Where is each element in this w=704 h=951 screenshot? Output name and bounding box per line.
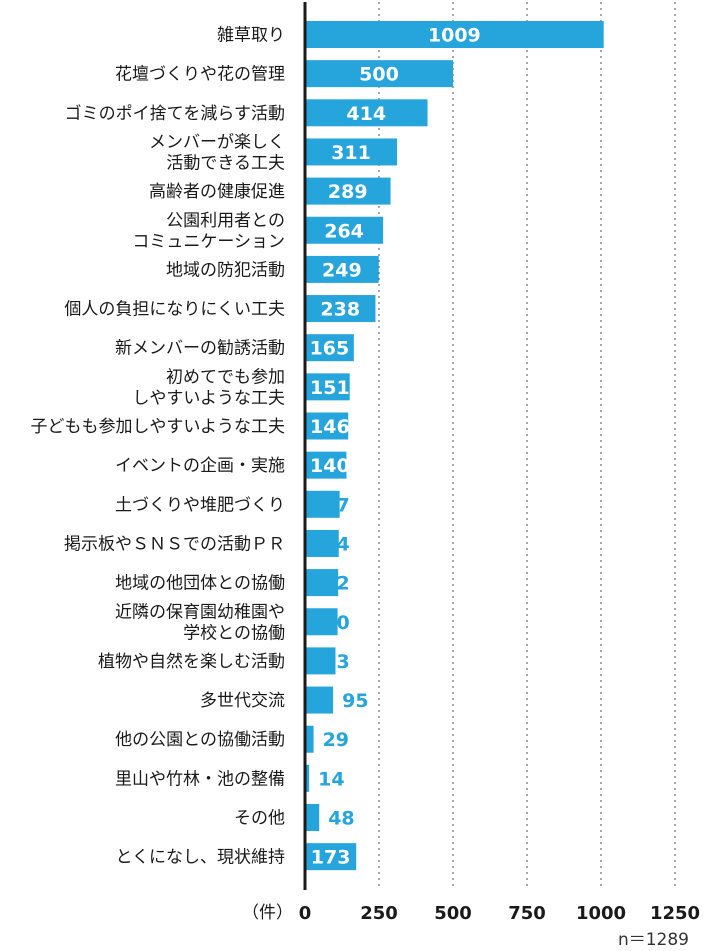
value-label-17: 95	[342, 690, 368, 712]
x-tick-label-500: 500	[434, 903, 472, 924]
bar-5	[305, 216, 384, 244]
bar-4	[305, 177, 391, 205]
bar-9	[305, 373, 350, 401]
category-labels: 雑草取り花壇づくりや花の管理ゴミのポイ捨てを減らす活動メンバーが楽しく活動できる…	[31, 26, 286, 868]
value-label-8: 165	[310, 338, 350, 360]
category-label-16: 植物や自然を楽しむ活動	[98, 652, 285, 672]
bar-15	[305, 608, 338, 636]
value-label-14: 112	[310, 573, 350, 595]
bar-17	[305, 686, 334, 714]
bar-1	[305, 60, 453, 88]
bar-3	[305, 138, 398, 166]
category-label-5: 公園利用者とのコミュニケーション	[132, 211, 285, 252]
category-label-0: 雑草取り	[217, 26, 285, 46]
value-label-20: 48	[328, 808, 354, 830]
x-tick-label-250: 250	[360, 903, 398, 924]
value-labels: 1009 500 414 311 289 264 249 238 165 151 146 140 117…	[310, 25, 481, 869]
category-label-13: 掲示板やＳＮＳでの活動ＰＲ	[64, 534, 285, 554]
x-tick-label-750: 750	[508, 903, 546, 924]
sample-size-note: n＝1289	[618, 930, 689, 950]
bar-10	[305, 412, 349, 440]
bar-11	[305, 451, 347, 479]
bar-16	[305, 647, 336, 675]
category-label-14: 地域の他団体との協働	[115, 574, 285, 594]
value-label-3: 311	[331, 142, 371, 164]
category-label-6: 地域の防犯活動	[166, 260, 285, 280]
category-label-20: その他	[234, 809, 285, 829]
category-label-9: 初めてでも参加しやすいような工夫	[133, 367, 286, 408]
bar-12	[305, 490, 340, 518]
category-label-11: イベントの企画・実施	[115, 456, 285, 476]
bar-21	[305, 843, 357, 871]
x-tick-label-1250: 1250	[650, 903, 700, 924]
value-label-5: 264	[324, 220, 364, 242]
value-label-21: 173	[311, 847, 351, 869]
bar-19	[305, 764, 310, 792]
category-label-2: ゴミのポイ捨てを減らす活動	[65, 103, 285, 124]
category-label-1: 花壇づくりや花の管理	[115, 65, 285, 85]
value-label-19: 14	[318, 768, 344, 790]
value-label-2: 414	[346, 103, 386, 125]
value-label-7: 238	[320, 299, 360, 321]
value-label-16: 103	[310, 651, 350, 673]
bar-18	[305, 725, 314, 753]
value-label-15: 110	[310, 612, 350, 634]
value-label-10: 146	[310, 416, 350, 438]
value-label-11: 140	[310, 455, 350, 477]
gridlines	[378, 2, 676, 890]
value-label-13: 114	[310, 533, 350, 555]
category-label-17: 多世代交流	[200, 691, 285, 711]
category-label-19: 里山や竹林・池の整備	[115, 769, 285, 789]
category-label-12: 土づくりや堆肥づくり	[115, 495, 285, 515]
x-axis-unit-label: （件）	[242, 903, 293, 923]
category-label-7: 個人の負担になりにくい工夫	[64, 300, 285, 320]
value-label-1: 500	[359, 64, 399, 86]
value-label-4: 289	[328, 181, 368, 203]
category-label-3: メンバーが楽しく活動できる工夫	[149, 132, 285, 173]
value-label-12: 117	[310, 494, 350, 516]
category-label-15: 近隣の保育園幼稚園や学校との協働	[115, 602, 285, 643]
bars	[305, 21, 604, 871]
category-label-18: 他の公園との協働活動	[115, 730, 285, 750]
bar-6	[305, 255, 379, 283]
value-label-9: 151	[310, 377, 350, 399]
x-tick-label-1000: 1000	[576, 903, 626, 924]
bar-8	[305, 334, 354, 362]
category-label-21: とくになし、現状維持	[116, 848, 286, 868]
value-label-6: 249	[322, 259, 362, 281]
x-tick-labels: 0 250 500 750 1000 1250	[299, 903, 700, 924]
value-label-0: 1009	[428, 25, 481, 47]
bar-2	[305, 99, 428, 127]
value-label-18: 29	[323, 729, 349, 751]
category-label-10: 子どもも参加しやすいような工夫	[31, 417, 286, 437]
bar-0	[305, 21, 604, 48]
bar-20	[305, 804, 320, 831]
x-tick-label-0: 0	[299, 903, 312, 924]
category-label-8: 新メンバーの勧誘活動	[115, 339, 285, 359]
bar-14	[305, 569, 339, 597]
category-label-4: 高齢者の健康促進	[149, 182, 285, 202]
bar-13	[305, 529, 339, 557]
bar-7	[305, 295, 376, 323]
